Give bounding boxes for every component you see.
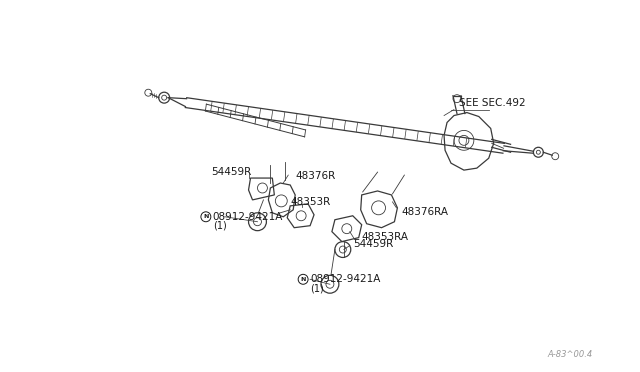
Text: 54459R: 54459R [211,167,251,177]
Text: 48353RA: 48353RA [362,232,409,242]
Text: (1): (1) [213,221,227,231]
Text: 48376R: 48376R [295,171,335,181]
Text: N: N [300,277,306,282]
Text: (1): (1) [310,283,324,293]
Text: 48376RA: 48376RA [401,207,449,217]
Text: N: N [203,214,209,219]
Text: A-83^00.4: A-83^00.4 [548,350,593,359]
Text: 48353R: 48353R [290,197,330,207]
Text: 54459R: 54459R [353,238,393,248]
Text: 08912-9421A: 08912-9421A [310,274,380,284]
Text: 08912-9421A: 08912-9421A [213,212,283,222]
Text: SEE SEC.492: SEE SEC.492 [459,97,525,108]
